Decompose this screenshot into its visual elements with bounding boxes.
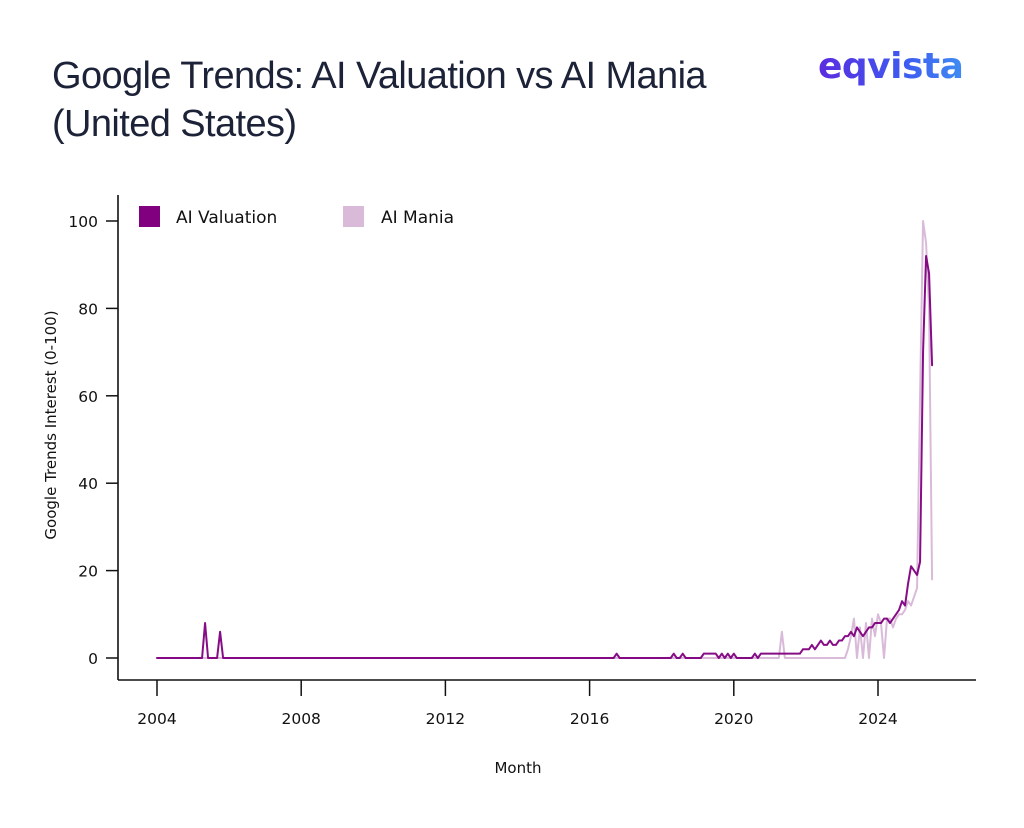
eqvista-logo: eqvista (818, 46, 964, 87)
series-line-ai-valuation (156, 254, 934, 659)
series-ai-mania (156, 220, 934, 659)
y-tick-label: 80 (78, 300, 98, 318)
series-layer (156, 220, 934, 659)
legend-label-ai-valuation: AI Valuation (176, 208, 277, 228)
y-tick-label: 60 (78, 388, 98, 406)
chart-title-line-2: (United States) (52, 103, 297, 145)
legend-label-ai-mania: AI Mania (381, 208, 454, 228)
series-ai-valuation (156, 254, 934, 659)
y-tick-label: 100 (68, 213, 98, 231)
series-line-ai-mania (156, 220, 934, 659)
legend: AI Valuation AI Mania (139, 206, 454, 228)
y-axis-title: Google Trends Interest (0-100) (42, 310, 60, 539)
y-tick-label: 0 (88, 650, 98, 668)
y-tick-label: 20 (78, 563, 98, 581)
chart-title-line-1: Google Trends: AI Valuation vs AI Mania (52, 55, 707, 97)
y-axis-ticks: 0 20 40 60 80 100 (68, 213, 118, 668)
chart-title: Google Trends: AI Valuation vs AI Mania … (52, 52, 772, 148)
x-axis-ticks: 2004 2008 2012 2016 2020 2024 (137, 680, 898, 728)
y-tick-label: 40 (78, 475, 98, 493)
x-tick-label: 2004 (137, 710, 176, 728)
x-tick-label: 2024 (858, 710, 897, 728)
x-tick-label: 2012 (426, 710, 465, 728)
legend-swatch-ai-mania (343, 206, 364, 227)
legend-swatch-ai-valuation (139, 206, 160, 227)
x-axis-title: Month (494, 759, 541, 777)
x-tick-label: 2016 (570, 710, 609, 728)
x-tick-label: 2020 (714, 710, 753, 728)
x-tick-label: 2008 (281, 710, 320, 728)
